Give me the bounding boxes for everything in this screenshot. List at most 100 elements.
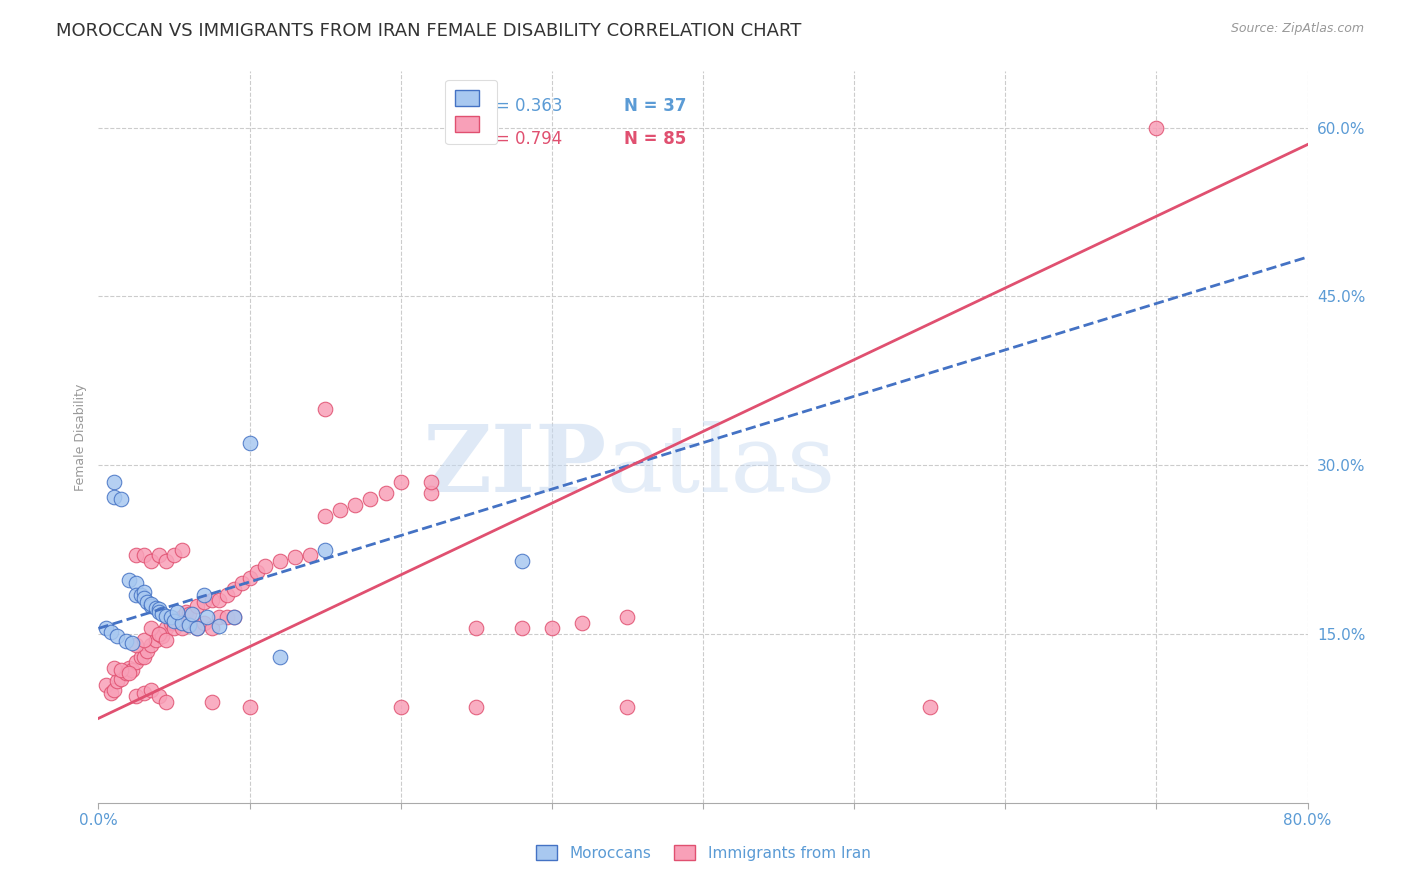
Point [239, 435, 262, 450]
Point [239, 700, 262, 714]
Point [150, 629, 173, 643]
Point [179, 618, 201, 632]
Point [420, 486, 443, 500]
Point [94, 678, 117, 692]
Point [141, 638, 163, 652]
Point [110, 663, 132, 677]
Point [166, 605, 188, 619]
Point [510, 621, 533, 635]
Point [174, 605, 197, 619]
Point [121, 636, 143, 650]
Point [125, 576, 148, 591]
Point [148, 627, 170, 641]
Point [246, 565, 269, 579]
Point [155, 632, 177, 647]
Point [118, 661, 141, 675]
Point [148, 548, 170, 562]
Text: Source: ZipAtlas.com: Source: ZipAtlas.com [1230, 22, 1364, 36]
Point [208, 610, 231, 624]
Point [231, 576, 253, 591]
Point [918, 700, 941, 714]
Point [215, 588, 238, 602]
Point [389, 475, 412, 489]
Point [118, 573, 141, 587]
Point [145, 601, 167, 615]
Point [135, 595, 157, 609]
Point [181, 607, 204, 621]
Point [1144, 120, 1167, 135]
Point [208, 593, 231, 607]
Point [269, 649, 291, 664]
Point [155, 621, 177, 635]
Point [125, 638, 148, 652]
Point [314, 508, 336, 523]
Point [389, 700, 412, 714]
Text: R = 0.794: R = 0.794 [479, 130, 562, 148]
Point [186, 621, 208, 635]
Point [201, 593, 224, 607]
Point [141, 621, 163, 635]
Point [148, 689, 170, 703]
Point [253, 559, 276, 574]
Point [100, 685, 122, 699]
Point [195, 610, 218, 624]
Text: ZIP: ZIP [422, 421, 606, 511]
Text: R = 0.363: R = 0.363 [479, 97, 562, 115]
Point [141, 554, 163, 568]
Point [201, 694, 224, 708]
Point [224, 610, 246, 624]
Point [193, 588, 215, 602]
Y-axis label: Female Disability: Female Disability [75, 384, 87, 491]
Point [344, 498, 367, 512]
Point [148, 605, 170, 619]
Point [103, 490, 125, 504]
Point [105, 674, 128, 689]
Point [114, 666, 136, 681]
Point [224, 610, 246, 624]
Point [129, 588, 152, 602]
Point [179, 618, 201, 632]
Point [141, 597, 163, 611]
Point [299, 548, 322, 562]
Point [314, 401, 336, 416]
Point [465, 621, 488, 635]
Point [148, 627, 170, 641]
Point [132, 585, 155, 599]
Point [540, 621, 562, 635]
Point [329, 503, 352, 517]
Point [132, 649, 155, 664]
Point [125, 588, 148, 602]
Point [160, 615, 183, 630]
Point [193, 615, 215, 630]
Point [110, 672, 132, 686]
Point [141, 599, 163, 613]
Point [155, 609, 177, 624]
Point [201, 621, 224, 635]
Point [163, 615, 186, 630]
Point [118, 666, 141, 681]
Point [125, 655, 148, 669]
Point [170, 615, 193, 630]
Point [132, 591, 155, 605]
Point [166, 614, 188, 628]
Point [616, 610, 638, 624]
Text: N = 85: N = 85 [624, 130, 686, 148]
Point [114, 633, 136, 648]
Point [132, 548, 155, 562]
Point [224, 582, 246, 596]
Point [125, 689, 148, 703]
Point [314, 542, 336, 557]
Point [125, 548, 148, 562]
Point [129, 649, 152, 664]
Point [510, 554, 533, 568]
Point [360, 491, 382, 506]
Point [105, 629, 128, 643]
Legend: Moroccans, Immigrants from Iran: Moroccans, Immigrants from Iran [527, 838, 879, 868]
Point [103, 475, 125, 489]
Point [155, 694, 177, 708]
Point [135, 644, 157, 658]
Point [121, 663, 143, 677]
Point [163, 614, 186, 628]
Point [269, 554, 291, 568]
Text: MOROCCAN VS IMMIGRANTS FROM IRAN FEMALE DISABILITY CORRELATION CHART: MOROCCAN VS IMMIGRANTS FROM IRAN FEMALE … [56, 22, 801, 40]
